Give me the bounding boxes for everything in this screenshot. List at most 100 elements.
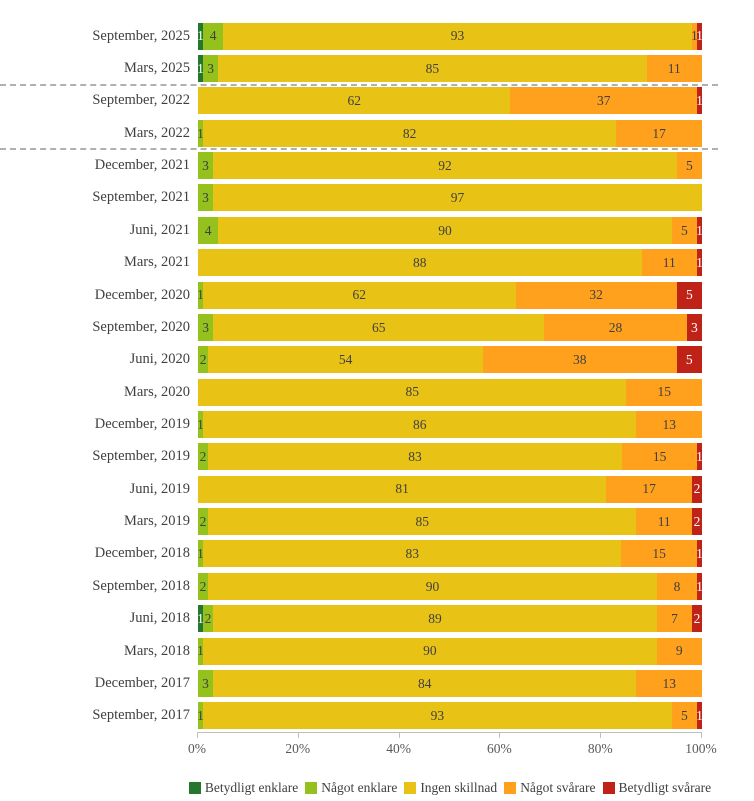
legend-swatch [504,781,517,794]
category-label: December, 2018 [94,545,190,562]
bar-segment: 1 [696,572,703,600]
bar-value-label: 1 [691,28,698,44]
bar-value-label: 93 [450,28,465,44]
bar-value-label: 88 [413,254,427,270]
bar-segment: 2 [198,443,208,471]
category-label: September, 2020 [92,318,190,335]
bar-value-label: 81 [395,481,409,497]
bar-segment: 3 [686,313,702,341]
bar-track: 4 90 5 1 [198,216,703,244]
bar-value-label: 62 [352,287,367,303]
bar-segment: 85 [218,55,647,83]
category-label: Juni, 2020 [129,351,190,368]
legend-item: Ingen skillnad [404,780,497,796]
bar-segment: 15 [626,378,702,406]
bar-value-label: 62 [347,93,361,109]
bar-segment: 5 [671,702,697,730]
bar-segment: 1 [696,87,703,115]
bar-segment: 1 [197,55,204,83]
bar-value-label: 1 [696,449,703,465]
bar-value-label: 15 [657,384,671,400]
bar-value-label: 3 [207,60,214,76]
bar-segment: 1 [197,702,204,730]
bar-track: 3 84 13 [198,669,702,697]
bar-value-label: 1 [197,60,204,76]
chart-row: Juni, 2018 1 2 89 7 2 [0,602,754,634]
category-label: Mars, 2025 [123,60,190,77]
chart-row: December, 2017 3 84 13 [0,667,754,699]
bar-value-label: 37 [596,93,611,109]
bar-segment: 11 [636,508,692,536]
bar-segment: 1 [696,249,703,277]
bar-value-label: 1 [197,643,204,659]
bar-segment: 1 [197,119,204,147]
bar-value-label: 90 [423,643,437,659]
axis-tick [701,732,702,739]
axis-tick-label: 40% [386,741,411,757]
category-label: Mars, 2020 [123,383,190,400]
bar-value-label: 85 [425,60,440,76]
bar-segment: 97 [213,184,702,212]
bar-value-label: 1 [197,707,204,723]
bar-value-label: 11 [667,60,681,76]
category-label: Juni, 2019 [129,480,190,497]
bar-segment: 1 [691,22,698,50]
bar-segment: 1 [696,540,703,568]
bar-segment: 15 [621,540,697,568]
chart-row: Juni, 2020 2 54 38 5 [0,344,754,376]
bar-segment: 1 [696,216,703,244]
bar-segment: 5 [676,152,702,180]
bar-value-label: 3 [202,319,209,335]
bar-track: 2 83 15 1 [198,443,703,471]
bar-track: 1 2 89 7 2 [197,605,702,633]
legend-swatch [305,781,318,794]
bar-segment: 84 [213,669,637,697]
bar-value-label: 8 [673,578,681,594]
bar-value-label: 11 [662,254,676,270]
legend: Betydligt enklare Något enklare Ingen skil… [144,780,754,796]
bar-segment: 85 [208,508,637,536]
bar-segment: 2 [202,605,213,633]
bar-value-label: 1 [197,287,204,303]
chart-row: Mars, 2018 1 90 9 [0,635,754,667]
bar-segment: 13 [636,669,702,697]
bar-value-label: 1 [696,546,703,562]
chart-row: September, 2019 2 83 15 1 [0,441,754,473]
bar-segment: 17 [616,119,702,147]
bar-segment: 93 [223,22,692,50]
bar-value-label: 13 [662,675,676,691]
legend-label: Ingen skillnad [420,779,498,795]
bar-value-label: 2 [199,449,207,465]
bar-value-label: 2 [199,513,207,529]
bar-value-label: 5 [685,287,693,303]
legend-swatch [602,781,615,794]
bar-segment: 83 [207,443,623,471]
bar-track: 1 4 93 1 1 [197,22,703,50]
bar-value-label: 85 [415,513,430,529]
bar-value-label: 1 [197,610,204,626]
bar-segment: 90 [207,572,658,600]
bar-segment: 7 [657,605,692,633]
bar-value-label: 54 [338,352,353,368]
bar-segment: 92 [213,152,677,180]
bar-value-label: 4 [204,222,212,238]
category-label: Juni, 2021 [129,221,190,238]
bar-track: 1 93 5 1 [197,702,703,730]
category-label: September, 2017 [92,707,190,724]
bar-segment: 3 [198,669,214,697]
bar-track: 3 92 5 [198,152,702,180]
category-label: December, 2020 [94,286,190,303]
bar-value-label: 28 [608,319,623,335]
bar-value-label: 5 [680,707,688,723]
bar-value-label: 5 [686,157,693,173]
chart-row: Mars, 2025 1 3 85 11 [0,52,754,84]
bar-value-label: 84 [418,675,432,691]
bar-value-label: 2 [204,610,212,626]
bar-value-label: 1 [696,28,703,44]
bar-segment: 32 [515,281,677,309]
bar-value-label: 1 [696,93,703,109]
category-label: Mars, 2018 [123,642,190,659]
bar-track: 1 86 13 [197,410,702,438]
bar-segment: 9 [656,637,702,665]
chart-row: September, 2017 1 93 5 1 [0,700,754,732]
